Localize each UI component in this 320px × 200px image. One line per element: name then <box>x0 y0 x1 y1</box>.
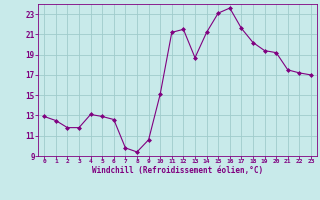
X-axis label: Windchill (Refroidissement éolien,°C): Windchill (Refroidissement éolien,°C) <box>92 166 263 175</box>
